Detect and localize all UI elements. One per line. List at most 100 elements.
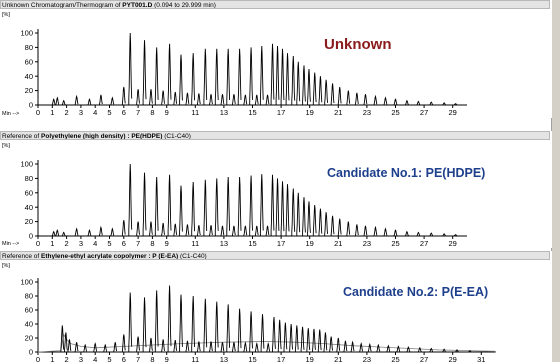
chromatogram-peak [265, 225, 270, 236]
chromatogram-peak [128, 32, 133, 105]
chromatogram-peak [161, 222, 165, 236]
x-axis-label: Min --> [2, 241, 19, 247]
chromatogram-peak [455, 349, 459, 353]
chromatogram-peak [291, 188, 296, 236]
chromatogram-peak [185, 92, 190, 105]
y-tick-label: 60 [25, 57, 33, 66]
chromatogram-peak [300, 326, 305, 352]
x-tick-label: 17 [277, 355, 285, 362]
x-tick-label: 8 [150, 239, 154, 248]
y-tick-label: 40 [25, 320, 33, 329]
chromatogram-peak [121, 220, 126, 236]
chromatogram-peak [61, 231, 66, 236]
panel-title-sample: PYT001.D [122, 2, 153, 9]
x-tick-label: 11 [191, 355, 199, 362]
candidate-label: Candidate No.2: P(E-EA) [343, 285, 488, 299]
x-tick-label: 11 [191, 239, 199, 248]
chromatogram-peak [307, 201, 311, 236]
x-tick-label: 4 [93, 355, 97, 362]
chromatogram-peak [280, 181, 285, 236]
y-tick-label: 40 [25, 72, 33, 81]
y-tick-label: 100 [20, 29, 33, 38]
x-tick-label: 5 [107, 239, 111, 248]
x-tick-label: 2 [65, 355, 69, 362]
chromatogram-peak [336, 337, 341, 352]
chromatogram-peak [359, 341, 364, 352]
panel-title-range: (C1-C40) [162, 133, 191, 140]
chromatogram-peak [237, 308, 242, 352]
chromatogram-peak [270, 174, 275, 236]
chromatogram-peak [197, 93, 201, 105]
window-scrollbar[interactable] [551, 0, 560, 362]
x-tick-label: 9 [165, 108, 169, 117]
panel-title-range: (C1-C40) [178, 253, 207, 260]
chromatogram-peak [405, 99, 409, 105]
chromatogram-peak [87, 98, 92, 105]
chromatogram-peak [136, 221, 140, 236]
chromatogram-peak [367, 342, 372, 352]
chromatogram-peak [249, 175, 253, 236]
chromatogram-peak [64, 332, 68, 352]
chromatogram-peak [142, 297, 147, 352]
chromatogram-peak [260, 314, 265, 352]
chromatogram-peak [442, 102, 446, 106]
chromatogram-peak [83, 343, 88, 352]
y-tick-label: 60 [25, 306, 33, 315]
chromatogram-peak [99, 225, 103, 236]
chromatogram-peak [405, 230, 409, 236]
chromatogram-peak [346, 90, 351, 105]
panel-title-prefix: Unknown Chromatogram/Thermogram of [2, 2, 123, 9]
chromatogram-peak [373, 225, 378, 236]
chromatogram-peak [294, 325, 299, 352]
y-tick-label: 60 [25, 188, 33, 197]
y-axis-unit-label: [%] [2, 143, 10, 149]
chromatogram-peak [302, 65, 306, 105]
chromatogram-peak [429, 347, 434, 352]
chromatogram-peak [277, 319, 282, 352]
chromatogram-peak [312, 204, 317, 236]
chromatogram-peak [406, 346, 411, 352]
chromatogram-peak [417, 346, 422, 352]
y-tick-label: 100 [20, 278, 33, 287]
chromatogram-peak [149, 89, 153, 105]
chromatogram-peak [220, 225, 225, 236]
chromatogram-peak [265, 94, 270, 105]
chromatogram-peak [110, 227, 115, 236]
y-tick-label: 80 [25, 43, 33, 52]
chromatogram-peak [275, 178, 280, 236]
x-tick-label: 15 [248, 355, 256, 362]
x-tick-label: 17 [277, 108, 285, 117]
chromatogram-peak [254, 94, 259, 105]
x-tick-label: 3 [79, 239, 83, 248]
x-tick-label: 0 [36, 239, 40, 248]
x-tick-label: 23 [363, 108, 371, 117]
chromatogram-peak [179, 54, 183, 105]
chromatogram-peak [136, 89, 140, 105]
chromatogram-peak [318, 208, 323, 236]
chromatogram-peak [74, 227, 79, 236]
y-tick-label: 0 [29, 232, 33, 241]
chromatogram-peak [191, 295, 196, 352]
chromatogram-peak [226, 304, 231, 352]
chromatogram-peak [329, 336, 334, 352]
chromatogram-peak [55, 96, 60, 105]
chromatogram-peak [220, 94, 225, 105]
chromatogram-peak [280, 48, 285, 105]
x-tick-label: 19 [306, 355, 314, 362]
chromatogram-peak [179, 185, 183, 236]
x-tick-label: 19 [306, 108, 314, 117]
chromatogram-peak [136, 336, 140, 352]
x-tick-label: 8 [150, 355, 154, 362]
x-tick-label: 7 [136, 239, 140, 248]
chromatogram-peak [275, 45, 280, 105]
chromatogram-peak [113, 342, 118, 352]
x-tick-label: 9 [165, 355, 169, 362]
chromatogram-peak [232, 94, 236, 105]
chromatogram-peak [173, 91, 178, 105]
chromatogram-peak [149, 221, 153, 236]
y-tick-label: 80 [25, 292, 33, 301]
x-tick-label: 3 [79, 108, 83, 117]
chromatogram-peak [74, 94, 79, 105]
panel-title-prefix: Reference of [2, 133, 42, 140]
